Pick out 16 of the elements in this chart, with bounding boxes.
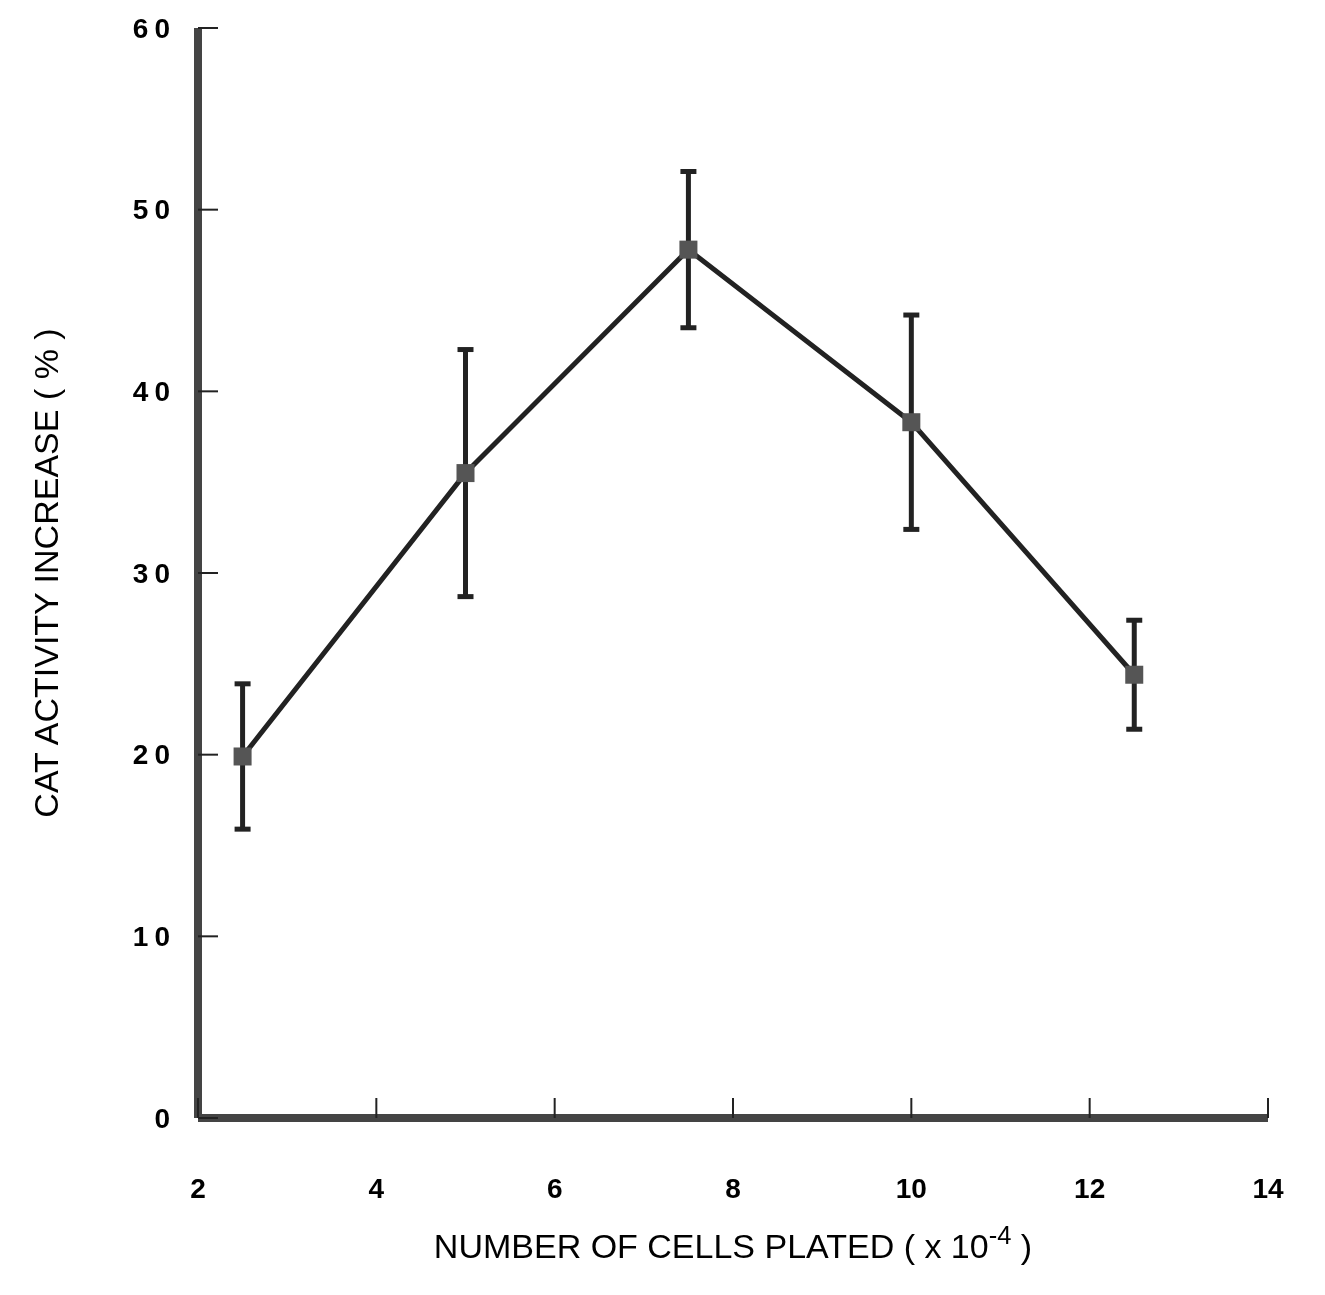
y-tick-label: 0 [154,1102,176,1134]
x-tick-label: 4 [368,1173,385,1204]
x-tick-label: 10 [895,1173,927,1204]
y-tick-label: 60 [132,12,176,44]
x-tick-label: 12 [1074,1173,1106,1204]
y-tick-label: 20 [132,739,176,771]
y-tick-label: 40 [132,376,176,408]
y-tick-label: 30 [132,557,176,589]
x-tick-label: 14 [1252,1173,1284,1204]
y-axis-title: CAT ACTIVITY INCREASE ( % ) [27,328,65,818]
x-tick-label: 6 [546,1173,563,1204]
x-tick-label: 2 [190,1173,206,1204]
x-tick-label: 8 [725,1173,741,1204]
x-axis-title: NUMBER OF CELLS PLATED ( x 10$^{-4}$ ) [433,1221,1033,1265]
y-tick-label: 10 [132,921,176,953]
y-tick-label: 50 [132,194,176,226]
